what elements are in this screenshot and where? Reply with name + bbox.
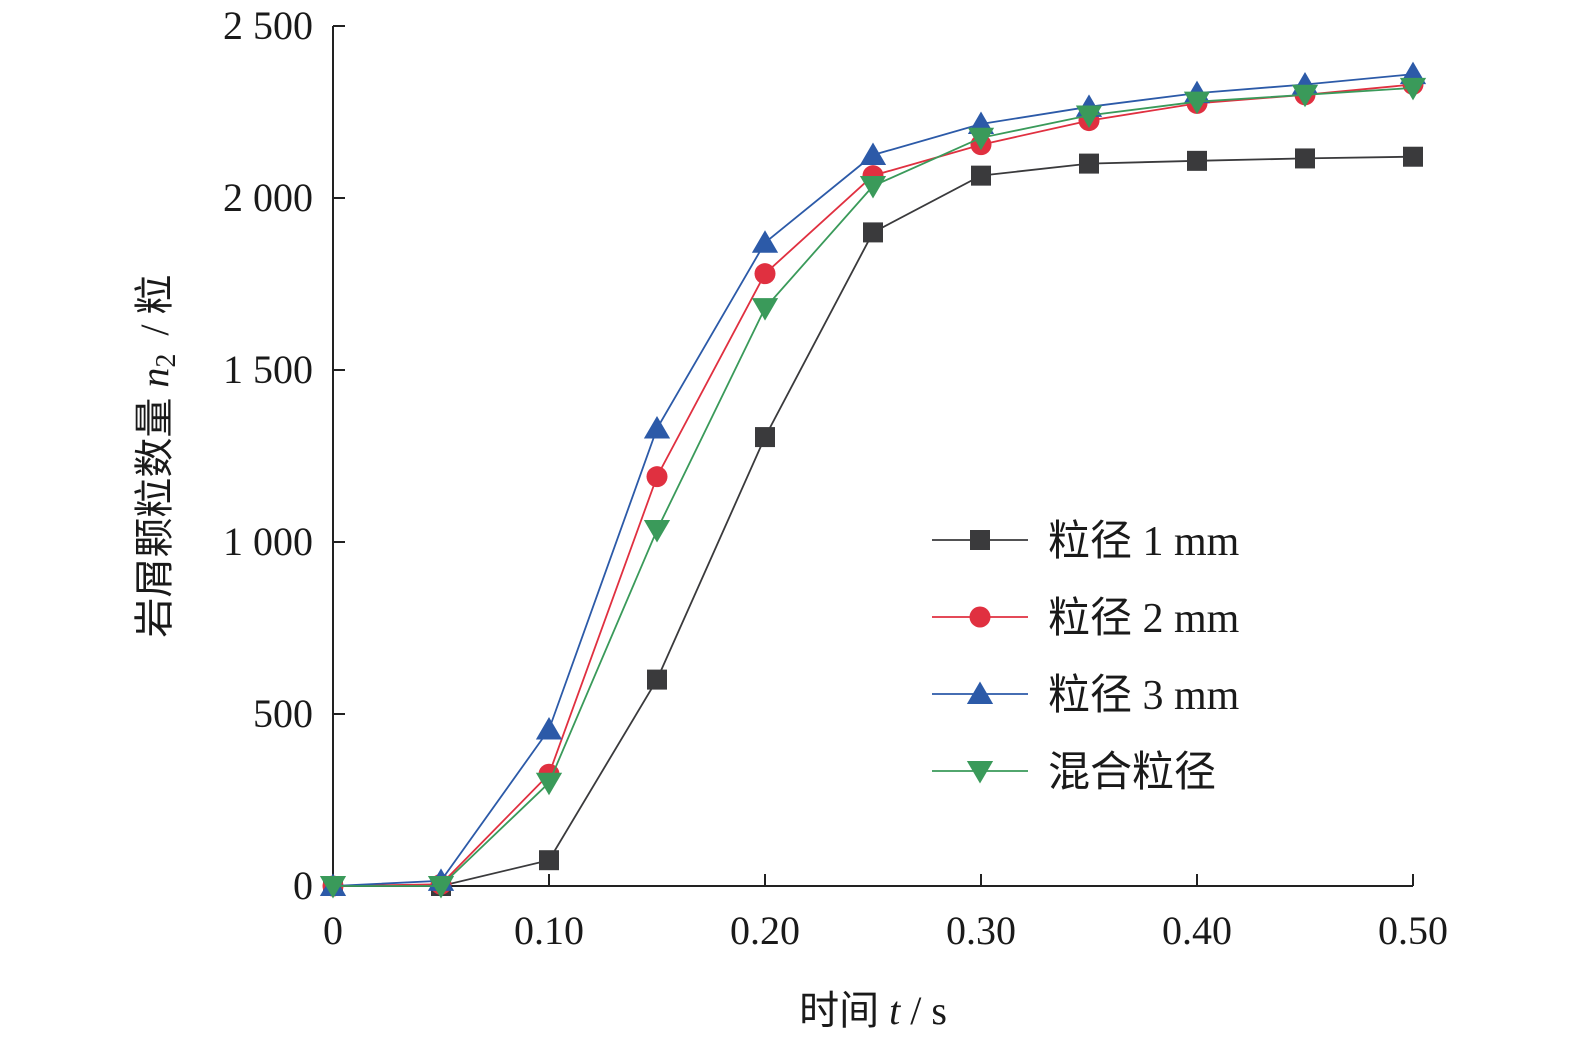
data-point (535, 772, 563, 796)
legend-marker (966, 761, 994, 784)
y-axis-title: 岩屑颗粒数量 n2 / 粒 (132, 274, 182, 637)
data-point (751, 298, 779, 321)
y-tick-label: 1 500 (223, 347, 313, 392)
x-axis-title-prefix: 时间 (799, 988, 889, 1033)
y-tick-label: 2 000 (223, 175, 313, 220)
series-line (333, 155, 1414, 887)
data-point (643, 519, 671, 543)
data-point (751, 230, 779, 253)
data-point (967, 127, 995, 151)
data-point (1079, 153, 1099, 174)
data-point (754, 263, 776, 285)
y-tick-label: 0 (293, 863, 313, 908)
y-axis-title-sub: 2 (151, 354, 182, 368)
data-point (859, 142, 887, 165)
legend-marker (969, 606, 991, 628)
x-tick-label: 0.10 (514, 908, 584, 953)
y-axis-ticks: 0 500 1 000 1 500 2 000 2 500 (223, 3, 345, 908)
data-point (1403, 146, 1423, 167)
legend-item: 粒径 2 mm (932, 596, 1240, 642)
legend-marker (970, 530, 990, 550)
legend: 粒径 1 mm 粒径 2 mm 粒径 3 mm 混合粒径 (932, 519, 1240, 796)
data-point (1183, 91, 1211, 115)
legend-marker (966, 681, 994, 704)
data-point (1399, 77, 1427, 101)
data-point (539, 850, 559, 871)
legend-label: 粒径 2 mm (1048, 596, 1240, 642)
x-tick-label: 0.40 (1162, 908, 1232, 953)
data-point (859, 175, 887, 199)
legend-label: 粒径 1 mm (1048, 519, 1240, 565)
data-point (646, 466, 668, 488)
data-point (319, 876, 347, 899)
x-tick-label: 0.50 (1378, 908, 1448, 953)
legend-label: 粒径 3 mm (1048, 673, 1240, 719)
data-point (1075, 105, 1103, 128)
data-point (755, 427, 775, 448)
y-tick-label: 1 000 (223, 519, 313, 564)
data-point (647, 669, 667, 690)
data-point (971, 165, 991, 186)
series-line (333, 87, 1414, 887)
x-axis-title-suffix: / s (900, 988, 947, 1033)
data-point (1295, 148, 1315, 169)
x-axis-ticks: 0 0.10 0.20 0.30 0.40 0.50 (323, 874, 1448, 953)
y-axis-title-prefix: 岩屑颗粒数量 (132, 388, 177, 638)
data-point (1187, 150, 1207, 171)
series-layer (319, 61, 1427, 899)
data-point (863, 222, 883, 243)
y-axis-title-suffix: / 粒 (132, 274, 177, 345)
data-point (535, 716, 563, 740)
legend-item: 混合粒径 (932, 750, 1216, 796)
y-axis-title-var: n (132, 368, 177, 388)
plot-area: 0 500 1 000 1 500 2 000 2 500 0 0.10 0.20 0.30 0.… (223, 3, 1448, 953)
x-tick-label: 0.30 (946, 908, 1016, 953)
x-tick-label: 0.20 (730, 908, 800, 953)
x-tick-label: 0 (323, 908, 343, 953)
x-axis-title: 时间 t / s (799, 988, 947, 1033)
series-line (332, 83, 1414, 887)
y-tick-label: 500 (253, 691, 313, 736)
data-point (1291, 84, 1319, 108)
x-axis-title-var: t (889, 988, 901, 1033)
legend-label: 混合粒径 (1048, 750, 1216, 796)
series-group (319, 77, 1427, 899)
y-tick-label: 2 500 (223, 3, 313, 48)
data-point (643, 415, 671, 439)
data-point (427, 876, 455, 899)
legend-item: 粒径 3 mm (932, 673, 1240, 719)
legend-item: 粒径 1 mm (932, 519, 1240, 565)
series-group (323, 146, 1423, 896)
